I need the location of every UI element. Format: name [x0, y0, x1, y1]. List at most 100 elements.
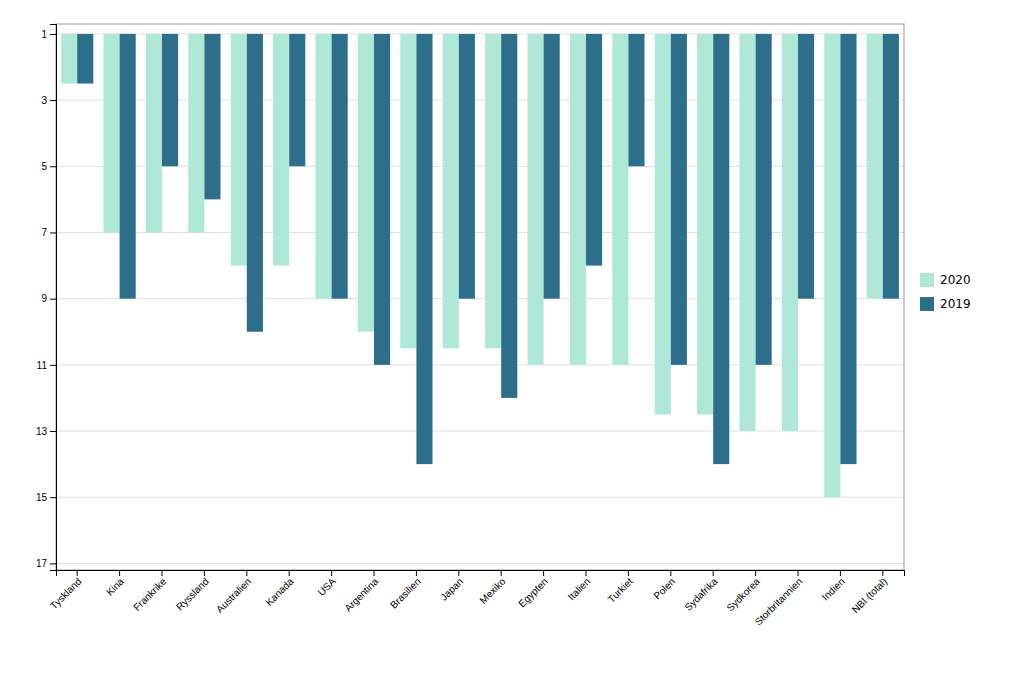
x-tick-mark [331, 570, 332, 576]
grid [56, 34, 904, 563]
y-tick: 17 [36, 558, 56, 569]
x-tick: Kina [104, 570, 126, 598]
x-tick: Japan [438, 570, 465, 603]
x-tick: Argentina [342, 570, 380, 614]
y-tick-mark [50, 299, 56, 300]
bar [146, 34, 162, 233]
x-tick: Egypten [516, 570, 550, 609]
y-tick-mark [50, 232, 56, 233]
bar [443, 34, 459, 348]
x-tick-mark [374, 570, 375, 576]
x-tick: Mexiko [477, 570, 507, 606]
y-tick: 15 [36, 492, 56, 503]
bar [867, 34, 883, 299]
x-tick: Turkiet [606, 570, 635, 605]
bar [697, 34, 713, 415]
x-tick-mark [501, 570, 502, 576]
bar [798, 34, 814, 299]
y-tick: 11 [37, 360, 56, 371]
y-axis: 1357911131517 [36, 25, 57, 571]
bar [671, 34, 687, 365]
bars [61, 34, 899, 497]
y-tick: 3 [41, 95, 56, 106]
x-tick-mark [204, 570, 205, 576]
x-tick-label: Mexiko [477, 575, 507, 605]
bar [713, 34, 729, 464]
x-tick-label: Kanada [263, 575, 295, 607]
y-tick: 1 [41, 29, 56, 40]
plot: 1357911131517TysklandKinaFrankrikeRyssla… [36, 24, 905, 627]
y-tick-mark [50, 431, 56, 432]
x-tick-label: Kina [104, 575, 126, 597]
y-tick-label: 3 [41, 95, 47, 106]
x-tick-mark [416, 570, 417, 576]
x-tick-label: Ryssland [174, 576, 211, 613]
x-tick-mark [755, 570, 756, 576]
legend-label: 2019 [940, 297, 971, 311]
x-tick-label: Egypten [516, 576, 550, 610]
y-tick-mark [50, 100, 56, 101]
y-tick-mark [50, 365, 56, 366]
bar [247, 34, 263, 332]
x-tick-label: Tyskland [48, 576, 84, 612]
legend-item: 2020 [920, 273, 971, 287]
x-tick-mark [246, 570, 247, 576]
x-tick-mark [162, 570, 163, 576]
x-tick: Sydkorea [724, 570, 762, 613]
series [61, 34, 883, 497]
bar [315, 34, 331, 299]
y-tick-mark [50, 166, 56, 167]
y-tick: 13 [36, 426, 56, 437]
x-tick-label: Sydafrika [682, 575, 720, 613]
x-tick-label: Indien [820, 576, 847, 603]
y-tick: 5 [41, 161, 56, 172]
bar [400, 34, 416, 348]
x-tick-label: Frankrike [131, 575, 169, 613]
series [77, 34, 899, 464]
y-tick-label: 5 [41, 161, 47, 172]
bar [883, 34, 899, 299]
chart: 1357911131517TysklandKinaFrankrikeRyssla… [0, 0, 1024, 700]
x-tick-mark [119, 570, 120, 576]
bar [231, 34, 247, 266]
y-tick-mark [50, 497, 56, 498]
grid-line [56, 431, 904, 432]
legend-item: 2019 [920, 297, 971, 311]
grid-line [56, 232, 904, 233]
x-tick-mark [586, 570, 587, 576]
y-tick-label: 15 [36, 492, 48, 503]
y-tick-label: 9 [41, 293, 47, 304]
y-tick-mark [50, 34, 56, 35]
x-tick-label: Sydkorea [724, 575, 762, 613]
x-tick: Tyskland [48, 570, 84, 611]
x-tick-mark [670, 570, 671, 576]
plot-frame [56, 24, 904, 570]
x-tick: USA [316, 570, 339, 598]
x-tick-label: Brasilien [388, 576, 423, 611]
bar [103, 34, 119, 233]
x-tick: NBI (total) [850, 570, 890, 615]
grid-line [56, 298, 904, 299]
x-tick-label: Turkiet [606, 576, 635, 605]
bar [416, 34, 432, 464]
bar [628, 34, 644, 166]
bar [77, 34, 93, 84]
x-tick-mark [840, 570, 841, 576]
bar [120, 34, 136, 299]
grid-line [56, 563, 904, 564]
x-tick-mark [543, 570, 544, 576]
bar [459, 34, 475, 299]
x-tick: Ryssland [174, 570, 211, 613]
x-tick-label: Storbritannien [753, 576, 805, 628]
x-tick-label: Polen [651, 576, 677, 602]
legend: 2020 2019 [920, 273, 971, 311]
bar [374, 34, 390, 365]
bar [527, 34, 543, 365]
bar [756, 34, 772, 365]
y-tick-label: 1 [41, 29, 47, 40]
x-axis: TysklandKinaFrankrikeRysslandAustralienK… [48, 570, 905, 627]
bar [61, 34, 77, 84]
bar [586, 34, 602, 266]
bar [824, 34, 840, 497]
grid-line [56, 364, 904, 365]
